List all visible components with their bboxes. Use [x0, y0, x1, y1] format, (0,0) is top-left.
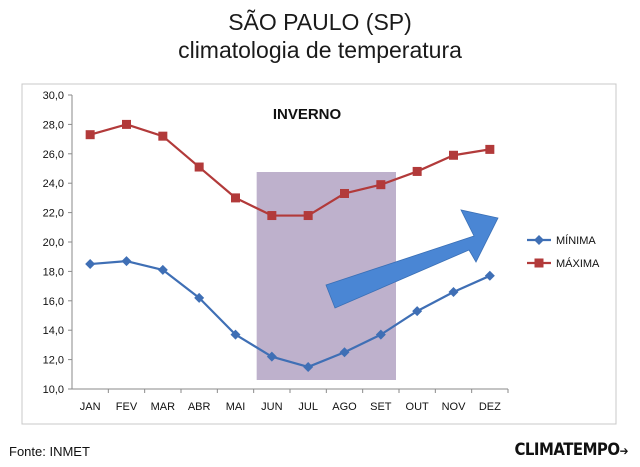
brand-logo: CLIMATEMPO➔	[514, 440, 629, 460]
series-line-minima	[90, 260, 491, 369]
data-point-minima	[194, 292, 205, 303]
data-point-maxima	[485, 144, 495, 154]
data-point-minima	[266, 351, 277, 362]
x-tick-label: FEV	[116, 401, 138, 413]
y-tick-label: 24,0	[43, 178, 64, 190]
y-tick-label: 12,0	[43, 355, 64, 367]
data-point-maxima	[231, 193, 240, 203]
data-point-minima	[339, 347, 350, 358]
legend-marker-maxima	[534, 258, 544, 268]
x-tick-label: MAI	[226, 401, 246, 413]
data-point-minima	[484, 270, 495, 281]
data-point-maxima	[85, 130, 95, 140]
data-point-maxima	[158, 131, 168, 141]
data-point-maxima	[303, 211, 313, 221]
data-point-minima	[412, 306, 423, 317]
y-tick-label: 10,0	[43, 384, 64, 396]
data-point-minima	[121, 256, 132, 267]
title-line-2: climatologia de temperatura	[178, 37, 462, 63]
x-tick-label: DEZ	[479, 401, 501, 413]
data-point-maxima	[194, 162, 204, 172]
y-tick-label: 20,0	[43, 237, 64, 249]
y-tick-label: 26,0	[43, 149, 64, 161]
data-point-maxima	[122, 119, 131, 129]
x-tick-label: AGO	[332, 401, 357, 413]
logo-arrow-icon: ➔	[619, 444, 629, 458]
x-tick-label: NOV	[442, 401, 467, 413]
chart-title: SÃO PAULO (SP) climatologia de temperatu…	[0, 8, 640, 64]
data-point-maxima	[449, 150, 458, 160]
y-tick-label: 28,0	[43, 119, 64, 131]
y-tick-label: 22,0	[43, 208, 64, 220]
series-line-maxima	[89, 123, 491, 217]
title-line-1: SÃO PAULO (SP)	[228, 9, 412, 35]
legend-label-minima: MÍNIMA	[556, 234, 596, 247]
data-point-maxima	[412, 166, 422, 176]
brand-logo-text: CLIMATEMPO	[514, 440, 621, 460]
data-point-maxima	[340, 188, 349, 198]
x-tick-label: MAR	[151, 401, 176, 413]
data-point-minima	[303, 361, 314, 372]
x-tick-label: SET	[370, 401, 392, 413]
y-tick-label: 14,0	[43, 325, 64, 337]
legend-marker-minima	[534, 235, 544, 245]
data-point-maxima	[267, 211, 277, 221]
y-tick-label: 18,0	[43, 266, 64, 278]
x-tick-label: JUL	[298, 401, 318, 413]
source-label: Fonte: INMET	[9, 444, 90, 459]
x-tick-label: JUN	[261, 401, 282, 413]
y-tick-label: 16,0	[43, 296, 64, 308]
y-tick-label: 30,0	[43, 90, 64, 102]
x-tick-label: ABR	[188, 401, 211, 413]
data-point-minima	[448, 286, 459, 297]
winter-label: INVERNO	[273, 106, 342, 123]
trend-arrow	[325, 209, 499, 309]
legend-label-maxima: MÁXIMA	[556, 257, 600, 270]
data-point-minima	[157, 264, 168, 275]
data-point-maxima	[376, 180, 386, 190]
data-point-minima	[375, 329, 386, 340]
data-point-minima	[230, 329, 241, 340]
x-tick-label: JAN	[80, 401, 101, 413]
x-tick-label: OUT	[406, 401, 430, 413]
data-point-minima	[85, 259, 96, 270]
